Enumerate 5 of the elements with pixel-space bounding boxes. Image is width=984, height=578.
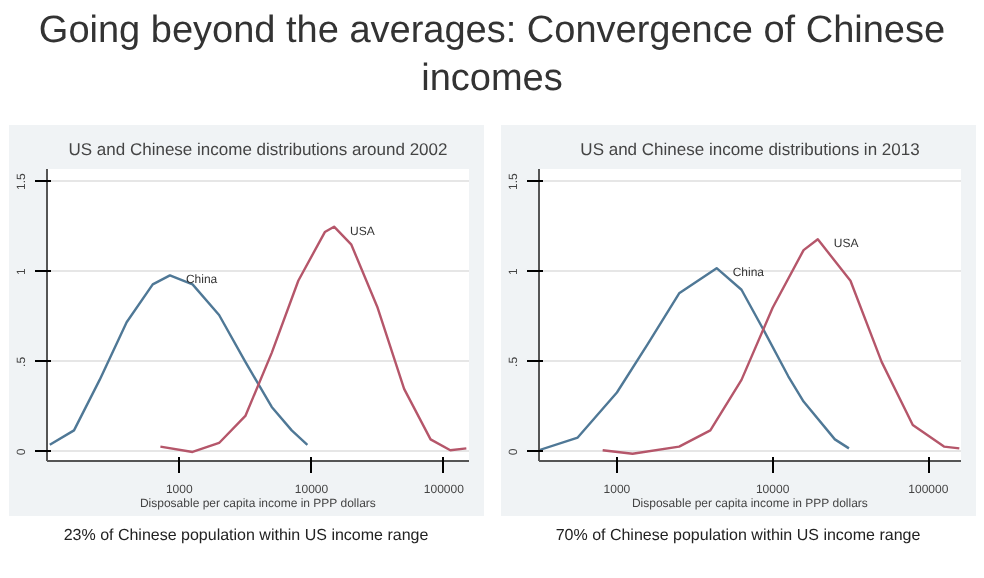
chart-title: US and Chinese income distributions around 2002 [68, 139, 449, 159]
chart-title: US and Chinese income distributions in 2013 [580, 139, 921, 159]
text: Going beyond the averages: Convergence of Chinese incomes [36, 8, 948, 103]
text: 23% of Chinese population within US income range [63, 524, 429, 547]
text: 70% of Chinese population within US income range [555, 524, 921, 547]
